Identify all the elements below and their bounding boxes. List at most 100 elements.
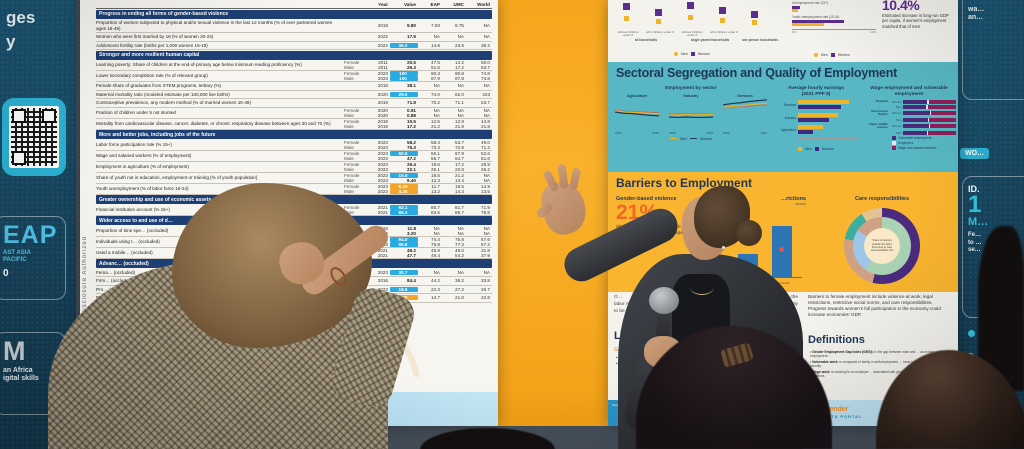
cell-umc: 27.2 [455, 286, 464, 292]
definition-item: • Vulnerable work: is composed of family… [810, 359, 947, 369]
cell-world: NA [483, 177, 490, 183]
data-dot [779, 247, 784, 252]
table-row: Employment in agriculture (% of employme… [96, 162, 492, 173]
cell-eap: 74.0 [431, 91, 440, 97]
cell-value: 0.91 [407, 107, 416, 113]
cell-value: 9.80 [407, 23, 416, 28]
table-row: Contraceptive prevalence, any modern met… [96, 99, 492, 108]
row-label: Contraceptive prevalence, any modern met… [96, 100, 251, 105]
x-tick: 2005 [669, 130, 676, 135]
cell-world: NA [483, 225, 490, 231]
women-swatch [690, 52, 695, 56]
gdp-stat-description: Estimated increase in long-run GDP per c… [882, 13, 949, 29]
cell-world: 13.5 [481, 188, 490, 194]
row-label: Employment in agriculture (% of employme… [96, 163, 189, 169]
cell-eap: 51.6 [431, 65, 440, 70]
wage-stacked-bar [902, 100, 956, 104]
cell-year: 2021 [377, 204, 388, 210]
cell-sex: Male [344, 76, 354, 81]
wage-sex-label: Women [892, 124, 902, 129]
cell-eap: 70.2 [431, 100, 440, 106]
cell-world: 14.8 [481, 118, 490, 124]
cell-value: 94.0 [390, 236, 418, 242]
restriction-x-label: … & Pacific [774, 281, 790, 285]
cell-umc: 14.3 [455, 188, 464, 194]
gender-data-portal-logo: Gender DATA PORTAL [823, 406, 863, 419]
wage-row: Men [862, 130, 956, 135]
row-line: Male 2021 86.2 83.5 85.7 76.8 [344, 209, 492, 215]
cell-eap: 73.3 [431, 144, 440, 150]
cell-sex: Female [344, 60, 360, 65]
row-values: Female 2019 10.5 12.5 12.9 14.8 Male 2019 17.2 21… [344, 119, 492, 129]
cell-year: 2020 [377, 107, 388, 113]
cell-umc: 71.1 [455, 100, 464, 106]
banner-pill: WO… [960, 148, 990, 159]
cell-umc: 53.7 [455, 139, 464, 145]
cell-year: 2023 [377, 71, 388, 76]
cell-eap: NA [433, 112, 440, 118]
table-section-header: More and better jobs, including jobs of … [96, 130, 492, 139]
row-line: Female 2023 6.20 11.7 18.5 14.9 [344, 183, 492, 189]
household-employment-chart: without children under 6 with children un… [614, 1, 784, 42]
table-row: Proportion of women subjected to physica… [96, 19, 492, 33]
table-row: Labor force participation rate (% 15+) Fe… [96, 140, 492, 151]
definition-term: • Wage work: [810, 369, 831, 374]
legend-label: Vulnerable employment [898, 135, 932, 140]
x-tick: 2020 [760, 130, 767, 135]
sector-sparkline [614, 108, 660, 116]
m-title: M [3, 336, 26, 366]
row-label: Used a mobile… (occluded) [96, 249, 153, 255]
cell-value: 26.4 [407, 161, 416, 167]
row-label: Mortality from cardiovascular disease, c… [96, 120, 331, 126]
cell-value: 46.2 [407, 247, 416, 253]
cell-sex: Male [344, 144, 354, 150]
row-line: 2022 36.2 14.8 23.8 39.3 [344, 42, 492, 48]
cell-umc: 8.75 [455, 23, 464, 28]
cell-umc: 54.7 [455, 155, 464, 161]
row-line: 2016 38.1 NA NA NA [344, 83, 492, 88]
cell-umc: NA [457, 83, 464, 89]
row-label: Youth unemployment (% of labor force 15-… [96, 185, 189, 191]
cell-world: 33.8 [481, 278, 490, 284]
wage-row: Thailand Women [862, 99, 956, 104]
banner-text-fragment: y [6, 32, 16, 51]
cell-eap: 14.7 [431, 295, 440, 301]
row-line: 2023 18.6 22.3 27.2 26.7 [344, 286, 492, 292]
row-label: Fema… (occluded) [96, 269, 136, 275]
cell-eap: 87.9 [431, 76, 440, 81]
unemployment-chart: Unemployment rate (15+) Youth unemploymen… [792, 1, 876, 34]
cell-sex: Male [344, 155, 354, 161]
household-label [742, 31, 770, 38]
restrictions-title: …rictions [780, 196, 806, 202]
row-line: Male 2023 22.1 25.1 22.8 26.2 [344, 167, 492, 172]
x-axis: 0% 12% [792, 29, 876, 34]
cell-world: 52.6 [481, 150, 490, 156]
men-bar [798, 100, 849, 104]
cell-eap: NA [433, 107, 440, 113]
row-line: Female 2023 58.2 58.4 53.7 49.0 [344, 140, 492, 145]
cell-value: 26.3 [407, 65, 416, 70]
m-subtitle: an Africa igital skills [3, 367, 39, 382]
hourly-earnings-chart: Average hourly earnings (2021 PPP $) Ser… [774, 86, 858, 151]
cell-world: 25.9 [481, 161, 490, 167]
eap-subtitle: AST ASIA PACIFIC [3, 250, 31, 263]
cell-value: 15.5 [390, 172, 418, 178]
chart-title: Average hourly earnings (2021 PPP $) [787, 86, 845, 97]
cell-sex: Female [344, 107, 360, 113]
cell-year: 2018 [377, 23, 388, 28]
row-label: Maternal mortality ratio (modeled estima… [96, 91, 230, 97]
cell-year: 2023 [377, 76, 388, 81]
row-label: Individuals using t… (occluded) [96, 238, 160, 244]
row-line: 2016 84.4 44.2 36.2 33.8 [344, 278, 492, 283]
cell-umc: 17.2 [455, 65, 464, 70]
cell-sex: Male [344, 112, 354, 118]
table-header-row: Year Value EAP UMC World [96, 2, 492, 9]
cell-umc: 49.0 [455, 247, 464, 253]
definitions-title: Definitions [808, 334, 865, 346]
row-values: 2023 30.7 NA NA NA [344, 269, 492, 275]
cell-year: 2020 [377, 91, 388, 97]
cell-world: 71.3 [481, 144, 490, 150]
wage-segment [927, 130, 929, 135]
household-column [742, 1, 770, 31]
qr-code-icon [9, 106, 59, 168]
